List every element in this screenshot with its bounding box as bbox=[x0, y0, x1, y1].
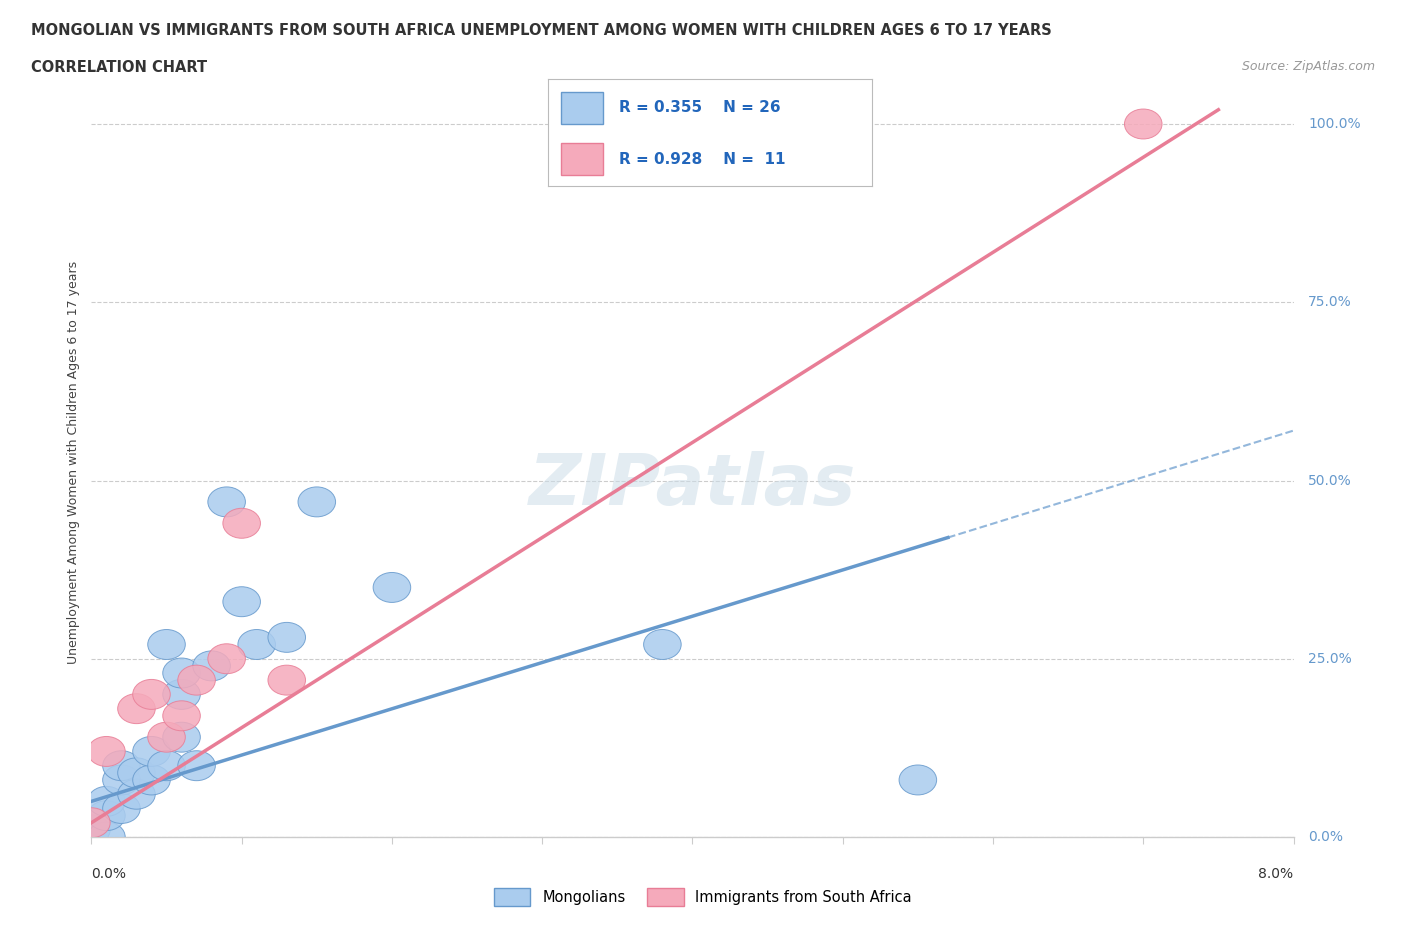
Ellipse shape bbox=[132, 765, 170, 795]
Text: MONGOLIAN VS IMMIGRANTS FROM SOUTH AFRICA UNEMPLOYMENT AMONG WOMEN WITH CHILDREN: MONGOLIAN VS IMMIGRANTS FROM SOUTH AFRIC… bbox=[31, 23, 1052, 38]
Ellipse shape bbox=[73, 815, 110, 844]
Ellipse shape bbox=[163, 680, 200, 710]
Y-axis label: Unemployment Among Women with Children Ages 6 to 17 years: Unemployment Among Women with Children A… bbox=[67, 261, 80, 664]
Ellipse shape bbox=[193, 651, 231, 681]
Text: 75.0%: 75.0% bbox=[1308, 295, 1351, 310]
Ellipse shape bbox=[177, 751, 215, 780]
Ellipse shape bbox=[269, 622, 305, 652]
Ellipse shape bbox=[163, 701, 200, 731]
Text: 0.0%: 0.0% bbox=[1308, 830, 1343, 844]
Ellipse shape bbox=[269, 665, 305, 695]
Ellipse shape bbox=[103, 793, 141, 823]
Ellipse shape bbox=[163, 658, 200, 688]
Ellipse shape bbox=[118, 694, 155, 724]
Ellipse shape bbox=[87, 822, 125, 852]
Text: CORRELATION CHART: CORRELATION CHART bbox=[31, 60, 207, 75]
Text: 8.0%: 8.0% bbox=[1258, 867, 1294, 882]
Ellipse shape bbox=[103, 765, 141, 795]
Ellipse shape bbox=[103, 751, 141, 780]
Text: Source: ZipAtlas.com: Source: ZipAtlas.com bbox=[1241, 60, 1375, 73]
Ellipse shape bbox=[148, 751, 186, 780]
Text: 50.0%: 50.0% bbox=[1308, 473, 1351, 487]
Ellipse shape bbox=[148, 723, 186, 752]
Ellipse shape bbox=[208, 487, 246, 517]
Ellipse shape bbox=[898, 765, 936, 795]
Ellipse shape bbox=[87, 801, 125, 830]
Bar bbox=[561, 92, 603, 124]
Ellipse shape bbox=[1125, 109, 1161, 139]
Ellipse shape bbox=[177, 665, 215, 695]
Ellipse shape bbox=[132, 737, 170, 766]
Ellipse shape bbox=[87, 787, 125, 817]
Ellipse shape bbox=[132, 680, 170, 710]
Text: 25.0%: 25.0% bbox=[1308, 652, 1351, 666]
Ellipse shape bbox=[224, 587, 260, 617]
Text: 0.0%: 0.0% bbox=[91, 867, 127, 882]
Ellipse shape bbox=[73, 808, 110, 838]
Text: 100.0%: 100.0% bbox=[1308, 117, 1361, 131]
Text: R = 0.355    N = 26: R = 0.355 N = 26 bbox=[620, 100, 782, 115]
Ellipse shape bbox=[224, 509, 260, 538]
Ellipse shape bbox=[373, 573, 411, 603]
Ellipse shape bbox=[238, 630, 276, 659]
Ellipse shape bbox=[644, 630, 681, 659]
Ellipse shape bbox=[118, 758, 155, 788]
Ellipse shape bbox=[118, 779, 155, 809]
Text: ZIPatlas: ZIPatlas bbox=[529, 451, 856, 520]
Ellipse shape bbox=[208, 644, 246, 673]
Text: R = 0.928    N =  11: R = 0.928 N = 11 bbox=[620, 152, 786, 166]
Ellipse shape bbox=[163, 723, 200, 752]
Ellipse shape bbox=[87, 737, 125, 766]
Ellipse shape bbox=[148, 630, 186, 659]
Legend: Mongolians, Immigrants from South Africa: Mongolians, Immigrants from South Africa bbox=[488, 882, 918, 911]
Ellipse shape bbox=[298, 487, 336, 517]
Bar bbox=[561, 143, 603, 175]
